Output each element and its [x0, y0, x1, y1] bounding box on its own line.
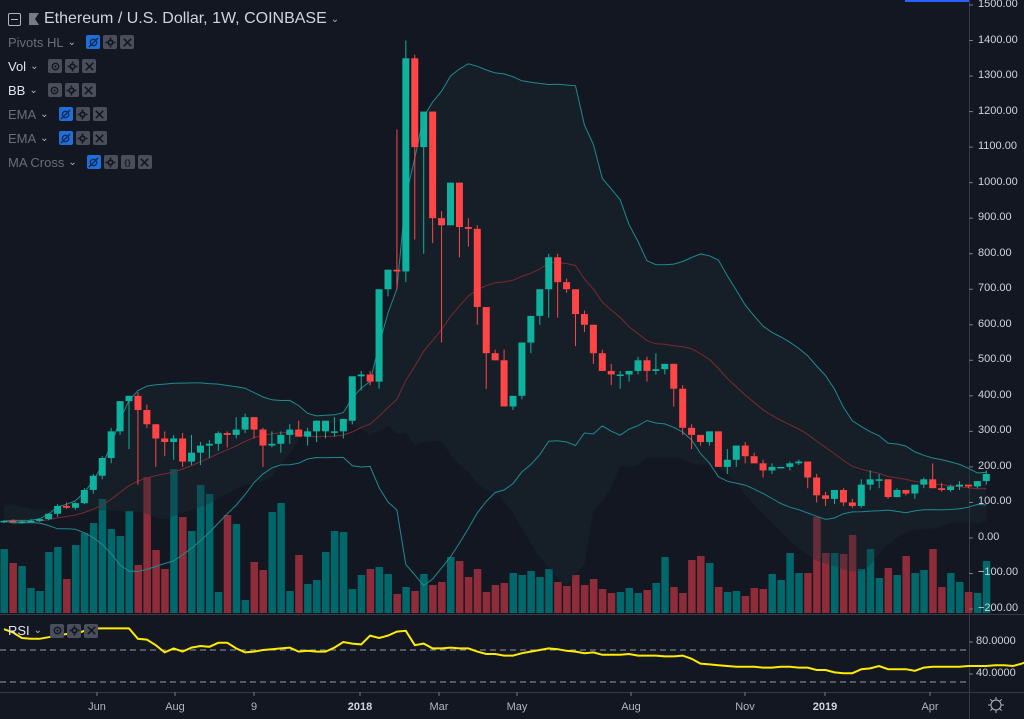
bb-lower [3, 419, 987, 587]
gear-icon[interactable] [65, 59, 80, 73]
price-tick-label: 1400.00 [978, 33, 1018, 46]
time-tick-label: Aug [621, 701, 641, 713]
price-tick-label: −100.00 [978, 566, 1019, 579]
rsi-tick-label: 40.0000 [976, 667, 1016, 679]
chevron-down-icon[interactable]: ⌄ [68, 156, 77, 168]
time-tick-label: Aug [165, 701, 185, 713]
indicator-row: MA Cross ⌄ {} [8, 150, 339, 174]
rsi-name[interactable]: RSI [8, 623, 30, 638]
rsi-line [3, 627, 1024, 675]
source-code-icon[interactable]: {} [120, 155, 135, 169]
close-icon[interactable] [92, 107, 107, 121]
close-icon[interactable] [120, 35, 135, 49]
close-icon[interactable] [84, 623, 99, 638]
price-tick-label: 0.00 [978, 530, 1000, 543]
price-tick-label: 900.00 [978, 211, 1012, 224]
gear-icon[interactable] [75, 107, 90, 121]
price-tick-label: 200.00 [978, 459, 1012, 472]
volume-bars [0, 469, 991, 613]
svg-text:{}: {} [125, 158, 132, 167]
time-tick-label: Nov [735, 701, 755, 713]
chevron-down-icon[interactable]: ⌄ [67, 36, 77, 48]
close-icon[interactable] [82, 59, 97, 73]
eye-off-icon[interactable] [58, 131, 73, 145]
indicator-name[interactable]: Vol [8, 58, 27, 74]
chevron-down-icon[interactable]: ⌄ [33, 625, 43, 636]
eye-off-icon[interactable] [86, 155, 101, 169]
time-tick-label: Mar [429, 701, 449, 713]
bb-upper [3, 63, 987, 522]
eye-icon[interactable] [47, 83, 62, 97]
time-tick-label: May [506, 701, 528, 713]
indicator-name[interactable]: EMA [8, 130, 37, 146]
time-tick-label: 9 [250, 701, 258, 713]
rsi-tick-label: 80.0000 [976, 635, 1016, 647]
price-tick-label: 500.00 [978, 353, 1012, 366]
close-icon[interactable] [137, 155, 152, 169]
indicator-name[interactable]: EMA [8, 106, 37, 122]
chevron-down-icon[interactable]: ⌄ [30, 60, 39, 72]
price-tick-label: 1100.00 [978, 140, 1017, 153]
indicator-row: Pivots HL ⌄ [8, 30, 339, 54]
symbol-title[interactable]: Ethereum / U.S. Dollar, 1W, COINBASE [44, 10, 327, 27]
gear-icon[interactable] [64, 83, 79, 97]
chevron-down-icon[interactable]: ⌄ [40, 132, 49, 144]
time-tick-label: Jun [88, 701, 106, 713]
close-icon[interactable] [81, 83, 96, 97]
price-tick-label: 700.00 [978, 282, 1012, 295]
indicator-name[interactable]: Pivots HL [8, 34, 64, 50]
candles [0, 40, 990, 524]
gear-icon[interactable] [987, 696, 1005, 714]
indicator-row: EMA ⌄ [8, 102, 339, 126]
chevron-down-icon[interactable]: ⌄ [29, 84, 38, 96]
indicator-row: Vol ⌄ [8, 54, 339, 78]
close-icon[interactable] [92, 131, 107, 145]
indicator-row: BB ⌄ [8, 78, 339, 102]
indicator-list: Pivots HL ⌄ Vol ⌄ BB ⌄ EMA ⌄ EMA ⌄ MA Cross ⌄{} [8, 30, 339, 174]
flag-icon[interactable] [29, 13, 39, 25]
price-tick-label: 100.00 [978, 495, 1012, 508]
eye-off-icon[interactable] [86, 35, 101, 49]
time-tick-label: 2018 [347, 701, 373, 713]
eye-off-icon[interactable] [58, 107, 73, 121]
eye-icon[interactable] [50, 623, 65, 638]
price-tick-label: −200.00 [978, 602, 1019, 614]
price-tick-label: 400.00 [978, 388, 1012, 401]
price-tick-label: 1300.00 [978, 69, 1018, 82]
gear-icon[interactable] [75, 131, 90, 145]
gear-icon[interactable] [103, 35, 118, 49]
indicator-name[interactable]: BB [8, 82, 26, 98]
eye-icon[interactable] [48, 59, 63, 73]
price-tick-label: 1500.00 [978, 0, 1018, 10]
price-tick-label: 1000.00 [978, 175, 1018, 188]
symbol-title-row: Ethereum / U.S. Dollar, 1W, COINBASE ⌄ [8, 8, 339, 30]
gear-icon[interactable] [67, 623, 82, 638]
rsi-legend: RSI ⌄ [8, 623, 101, 638]
price-tick-label: 300.00 [978, 424, 1012, 437]
gear-icon[interactable] [103, 155, 118, 169]
indicator-row: EMA ⌄ [8, 126, 339, 150]
time-tick-label: 2019 [812, 701, 838, 713]
price-tick-label: 1200.00 [978, 104, 1018, 117]
indicator-name[interactable]: MA Cross [8, 154, 65, 170]
chevron-down-icon[interactable]: ⌄ [330, 13, 340, 25]
price-tick-label: 800.00 [978, 246, 1012, 259]
collapse-legend-button[interactable] [8, 12, 21, 26]
price-tick-label: 600.00 [978, 317, 1012, 330]
chart-legend: Ethereum / U.S. Dollar, 1W, COINBASE ⌄ P… [8, 8, 339, 174]
bb-basis [3, 261, 987, 523]
chevron-down-icon[interactable]: ⌄ [40, 108, 49, 120]
time-tick-label: Apr [921, 701, 939, 713]
